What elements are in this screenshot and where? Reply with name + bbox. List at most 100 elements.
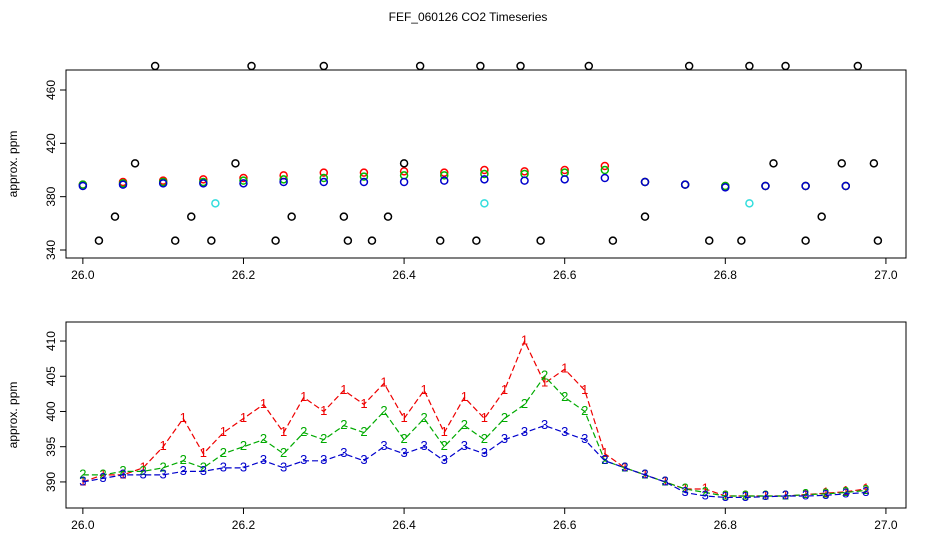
point-glyph: 3 (742, 489, 749, 504)
point-glyph: 1 (641, 466, 648, 481)
point-glyph: 1 (541, 375, 548, 390)
point (600, 173, 610, 183)
point-glyph: 1 (340, 382, 347, 397)
point-glyph: 2 (601, 452, 608, 467)
point-glyph: 3 (682, 484, 689, 499)
point (837, 159, 847, 168)
x-tick-label: 26.8 (714, 268, 738, 282)
point-glyph: 2 (581, 403, 588, 418)
point-glyph: 1 (160, 438, 167, 453)
point-glyph: 2 (481, 431, 488, 446)
point-glyph: 2 (702, 484, 709, 499)
point-glyph: 1 (180, 410, 187, 425)
point-glyph: 2 (220, 445, 227, 460)
point (383, 212, 393, 221)
point-glyph: 2 (541, 368, 548, 383)
point-glyph: 1 (461, 389, 468, 404)
point-glyph: 1 (481, 410, 488, 425)
point-glyph: 3 (220, 459, 227, 474)
point-glyph: 2 (802, 486, 809, 501)
point-glyph: 2 (360, 424, 367, 439)
point (399, 159, 409, 168)
figure-title: FEF_060126 CO2 Timeseries (389, 10, 548, 24)
y-tick-label: 420 (44, 133, 58, 153)
point-glyph: 3 (581, 431, 588, 446)
point (853, 61, 863, 71)
point-glyph: 2 (421, 410, 428, 425)
point (745, 199, 754, 208)
point-glyph: 2 (742, 487, 749, 502)
y-tick-label: 380 (44, 186, 58, 206)
point-glyph: 2 (79, 466, 86, 481)
x-tick-label: 27.0 (874, 268, 898, 282)
point-glyph: 2 (782, 487, 789, 502)
point (600, 161, 610, 171)
point-glyph: 3 (180, 463, 187, 478)
point-glyph: 2 (280, 445, 287, 460)
point-glyph: 2 (139, 463, 146, 478)
point-glyph: 3 (119, 466, 126, 481)
point-glyph: 3 (240, 459, 247, 474)
x-tick-label: 26.6 (553, 518, 577, 532)
point-glyph: 3 (260, 452, 267, 467)
point-glyph: 3 (802, 487, 809, 502)
point-glyph: 2 (461, 417, 468, 432)
x-tick-label: 26.4 (392, 518, 416, 532)
point-glyph: 2 (119, 463, 126, 478)
y-tick-label: 400 (44, 401, 58, 421)
point-glyph: 1 (742, 487, 749, 502)
point (158, 179, 168, 188)
point-glyph: 2 (340, 417, 347, 432)
point-glyph: 3 (421, 438, 428, 453)
point (560, 165, 569, 175)
point-glyph: 3 (561, 424, 568, 439)
point-glyph: 1 (581, 382, 588, 397)
point (801, 181, 810, 191)
point-glyph: 1 (802, 486, 809, 501)
point-glyph: 2 (842, 484, 849, 499)
point-glyph: 2 (200, 459, 207, 474)
point-glyph: 1 (702, 480, 709, 495)
point-glyph: 1 (360, 396, 367, 411)
point-glyph: 2 (641, 466, 648, 481)
point (817, 212, 826, 221)
point (78, 181, 88, 191)
point (211, 199, 220, 208)
point-glyph: 2 (240, 438, 247, 453)
point-glyph: 3 (541, 417, 548, 432)
point-glyph: 1 (501, 382, 508, 397)
point (339, 212, 349, 221)
point-glyph: 2 (400, 431, 407, 446)
x-tick-label: 27.0 (874, 518, 898, 532)
plot-frame (65, 69, 907, 259)
point-glyph: 1 (862, 480, 869, 495)
point-glyph: 1 (521, 332, 528, 347)
point-glyph: 1 (300, 389, 307, 404)
point-glyph: 2 (762, 487, 769, 502)
point (150, 61, 160, 71)
point (480, 199, 489, 208)
point-glyph: 2 (822, 485, 829, 500)
point (199, 175, 208, 184)
point (367, 236, 377, 245)
point (319, 177, 329, 187)
point-glyph: 1 (320, 403, 327, 418)
point-glyph: 2 (561, 389, 568, 404)
point (869, 159, 879, 168)
point (781, 61, 790, 71)
point-glyph: 2 (160, 459, 167, 474)
point-glyph: 3 (661, 473, 668, 488)
point-glyph: 1 (119, 466, 126, 481)
point-glyph: 3 (200, 463, 207, 478)
point (516, 61, 525, 71)
point (94, 236, 104, 245)
point-glyph: 3 (702, 487, 709, 502)
point-glyph: 2 (320, 431, 327, 446)
point (476, 61, 485, 71)
point-glyph: 2 (380, 403, 387, 418)
series-line (82, 375, 866, 497)
point-glyph: 2 (862, 482, 869, 497)
point-glyph: 3 (641, 466, 648, 481)
point (343, 236, 353, 245)
